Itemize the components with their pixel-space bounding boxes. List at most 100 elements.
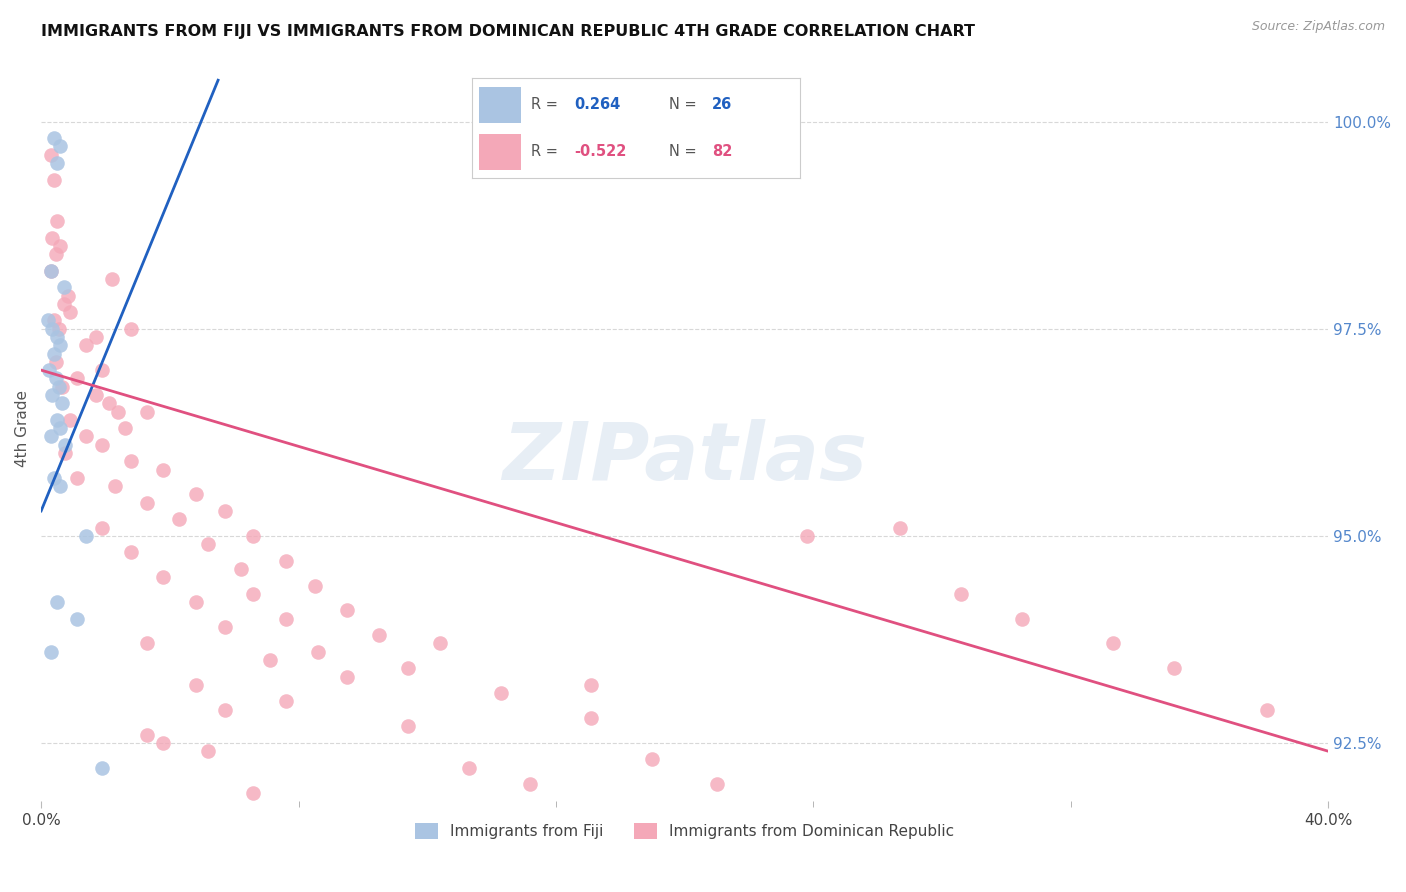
Point (184, 487, 207, 501)
Point (197, 744, 219, 758)
Legend: Immigrants from Fiji, Immigrants from Dominican Republic: Immigrants from Fiji, Immigrants from Do… (409, 817, 960, 846)
Point (42, 471, 65, 485)
Point (1256, 703, 1278, 717)
Point (97, 396, 120, 410)
Point (46, 156, 69, 170)
Point (52, 297, 75, 311)
Point (396, 661, 419, 675)
Point (796, 529, 818, 543)
Point (242, 786, 264, 800)
Point (39, 429, 62, 443)
Point (136, 404, 159, 418)
Point (46, 330, 69, 344)
Point (37, 313, 59, 327)
Point (39, 264, 62, 278)
Point (274, 554, 297, 568)
Point (336, 670, 359, 684)
Point (1011, 612, 1033, 626)
Point (429, 636, 451, 650)
Point (84, 388, 107, 402)
Point (101, 272, 124, 286)
Point (197, 537, 219, 551)
Point (52, 280, 75, 294)
Point (49, 479, 72, 493)
Point (75, 338, 97, 352)
Point (152, 462, 174, 476)
Point (114, 421, 136, 435)
Point (274, 694, 297, 708)
Point (458, 761, 481, 775)
Point (51, 380, 73, 394)
Point (91, 520, 114, 534)
Point (169, 512, 191, 526)
Point (41, 230, 63, 244)
Point (53, 438, 76, 452)
Point (41, 388, 63, 402)
Point (120, 454, 142, 468)
Point (45, 247, 67, 261)
Point (39, 148, 62, 162)
Point (91, 438, 114, 452)
Point (1101, 636, 1123, 650)
Point (184, 678, 207, 692)
Point (152, 570, 174, 584)
Point (49, 421, 72, 435)
Point (46, 595, 69, 609)
Point (136, 496, 159, 510)
Point (214, 504, 236, 518)
Point (581, 711, 603, 725)
Text: ZIPatlas: ZIPatlas (502, 419, 868, 497)
Point (75, 529, 97, 543)
Point (136, 728, 159, 742)
Point (1163, 661, 1185, 675)
Point (136, 636, 159, 650)
Point (46, 413, 69, 427)
Point (65, 471, 87, 485)
Point (41, 322, 63, 336)
Point (75, 429, 97, 443)
Point (396, 719, 419, 733)
Point (519, 777, 541, 791)
Point (49, 139, 72, 153)
Point (104, 479, 127, 493)
Point (46, 214, 69, 228)
Point (51, 396, 73, 410)
Point (42, 131, 65, 145)
Point (48, 322, 70, 336)
Point (307, 645, 329, 659)
Point (242, 587, 264, 601)
Point (107, 404, 129, 418)
Point (259, 653, 281, 667)
Point (950, 587, 973, 601)
Point (59, 305, 82, 319)
Point (274, 612, 297, 626)
Point (581, 678, 603, 692)
Point (49, 239, 72, 253)
Point (706, 777, 728, 791)
Point (53, 446, 76, 460)
Point (49, 338, 72, 352)
Point (368, 628, 391, 642)
Point (489, 686, 512, 700)
Point (42, 346, 65, 360)
Y-axis label: 4th Grade: 4th Grade (15, 390, 30, 467)
Point (242, 529, 264, 543)
Point (59, 413, 82, 427)
Point (336, 603, 359, 617)
Point (641, 752, 664, 766)
Point (889, 520, 911, 534)
Point (48, 380, 70, 394)
Point (45, 371, 67, 385)
Point (42, 313, 65, 327)
Text: IMMIGRANTS FROM FIJI VS IMMIGRANTS FROM DOMINICAN REPUBLIC 4TH GRADE CORRELATION: IMMIGRANTS FROM FIJI VS IMMIGRANTS FROM … (41, 24, 976, 39)
Text: Source: ZipAtlas.com: Source: ZipAtlas.com (1251, 20, 1385, 33)
Point (84, 330, 107, 344)
Point (42, 172, 65, 186)
Point (214, 620, 236, 634)
Point (39, 645, 62, 659)
Point (304, 578, 326, 592)
Point (91, 761, 114, 775)
Point (91, 363, 114, 377)
Point (214, 703, 236, 717)
Point (39, 264, 62, 278)
